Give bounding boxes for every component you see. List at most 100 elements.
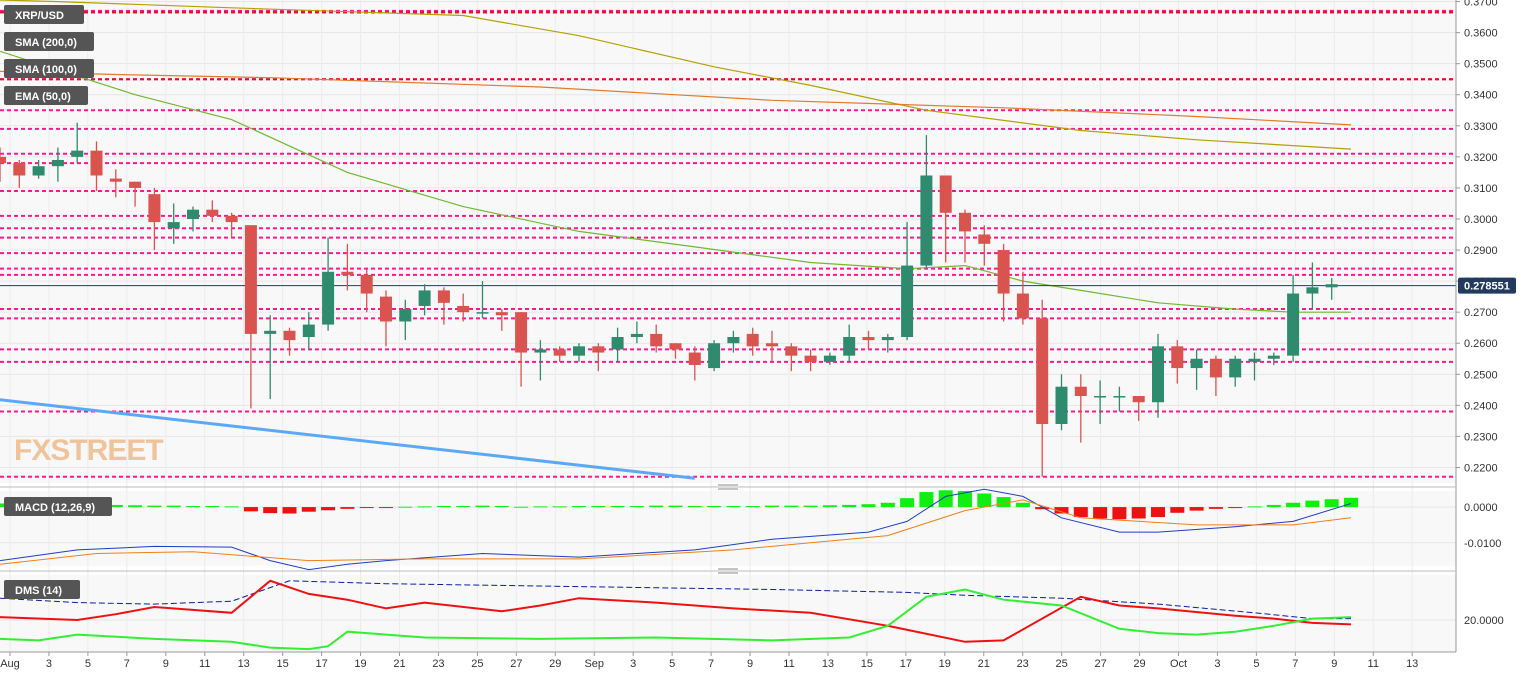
legend-sma200-text: SMA (200,0) bbox=[15, 37, 77, 49]
price-tick-label: 0.3100 bbox=[1464, 183, 1498, 195]
macd-hist-negative bbox=[1112, 507, 1127, 520]
macd-hist-positive bbox=[186, 506, 200, 508]
macd-hist-positive bbox=[494, 506, 509, 508]
x-tick-label: 5 bbox=[1253, 658, 1259, 670]
x-tick-label: 29 bbox=[1133, 658, 1145, 670]
legend-macd: MACD (12,26,9) bbox=[4, 497, 112, 516]
x-tick-label: 9 bbox=[747, 658, 753, 670]
x-tick-label: 21 bbox=[978, 658, 990, 670]
price-tick-label: 0.3200 bbox=[1464, 152, 1498, 164]
trendline bbox=[0, 398, 695, 480]
candle-bear bbox=[688, 352, 701, 365]
candle-bull bbox=[1113, 396, 1126, 398]
x-tick-label: 13 bbox=[1406, 658, 1418, 670]
x-tick-label: 15 bbox=[277, 658, 289, 670]
watermark: FXSTREET bbox=[14, 434, 163, 467]
x-tick-label: 15 bbox=[861, 658, 873, 670]
macd-tick-label: -0.0100 bbox=[1464, 538, 1501, 550]
macd-hist-positive bbox=[668, 505, 683, 508]
macd-hist-positive bbox=[552, 506, 567, 508]
candle-bull bbox=[920, 175, 933, 266]
candle-bear bbox=[592, 346, 605, 353]
candle-bull bbox=[611, 337, 624, 350]
candle-bull bbox=[843, 337, 856, 356]
horizontal-levels bbox=[0, 9, 1456, 478]
macd-hist-positive bbox=[1344, 497, 1358, 508]
candle-bear bbox=[978, 234, 991, 244]
legend-sma200: SMA (200,0) bbox=[4, 32, 94, 51]
candle-bear bbox=[457, 305, 470, 313]
macd-hist-positive bbox=[514, 506, 529, 508]
macd-hist-positive bbox=[475, 505, 490, 508]
dms-series bbox=[0, 579, 1352, 651]
x-tick-label: 27 bbox=[510, 658, 522, 670]
macd-hist-positive bbox=[629, 506, 644, 508]
legend-symbol: XRP/USD bbox=[4, 5, 84, 24]
x-tick-label: 25 bbox=[471, 658, 483, 670]
macd-hist-positive bbox=[166, 505, 181, 508]
x-tick-label: 7 bbox=[1292, 658, 1298, 670]
adx-line bbox=[0, 580, 1351, 620]
legend-dms-bg bbox=[4, 580, 80, 599]
macd-hist-positive bbox=[1324, 499, 1339, 508]
price-tick-label: 0.2400 bbox=[1464, 400, 1498, 412]
candle-bear bbox=[997, 250, 1010, 294]
macd-hist-positive bbox=[1247, 506, 1262, 508]
current-price-bg bbox=[1458, 277, 1516, 294]
macd-hist-negative bbox=[1170, 507, 1185, 513]
current-price-tag: 0.278551 bbox=[1458, 277, 1516, 294]
legend-macd-text: MACD (12,26,9) bbox=[15, 502, 95, 514]
x-tick-label: 13 bbox=[822, 658, 834, 670]
x-tick-label: 5 bbox=[669, 658, 675, 670]
candle-bear bbox=[939, 175, 952, 213]
legend-ema50: EMA (50,0) bbox=[4, 86, 88, 105]
current-price-label: 0.278551 bbox=[1464, 281, 1510, 293]
macd-hist-negative bbox=[1035, 507, 1050, 510]
candle-bear bbox=[1036, 318, 1049, 424]
x-tick-label: 27 bbox=[1094, 658, 1106, 670]
macd-hist-positive bbox=[0, 503, 7, 508]
candle-bear bbox=[341, 271, 354, 275]
candle-bear bbox=[804, 355, 817, 362]
candle-bull bbox=[1267, 355, 1280, 359]
x-tick-label: 23 bbox=[1017, 658, 1029, 670]
x-tick-label: 3 bbox=[46, 658, 52, 670]
macd-hist-positive bbox=[803, 505, 818, 508]
macd-hist-negative bbox=[1189, 507, 1204, 511]
macd-hist-positive bbox=[880, 502, 895, 508]
price-tick-label: 0.3400 bbox=[1464, 90, 1498, 102]
moving-averages bbox=[0, 0, 1456, 480]
x-tick-label: 11 bbox=[783, 658, 794, 670]
candle-bull bbox=[476, 312, 489, 314]
macd-hist-positive bbox=[900, 498, 915, 508]
candle-bear bbox=[1132, 396, 1145, 403]
candle-bull bbox=[1306, 287, 1319, 294]
candle-bull bbox=[1287, 293, 1300, 356]
macd-signal-line bbox=[0, 499, 1352, 565]
candle-bull bbox=[727, 337, 740, 344]
macd-hist-positive bbox=[572, 506, 586, 508]
macd-hist-negative bbox=[379, 507, 393, 509]
macd-panel-bg bbox=[0, 491, 1456, 566]
candle-bear bbox=[553, 349, 566, 356]
macd-hist-positive bbox=[128, 505, 143, 508]
macd-hist-positive bbox=[784, 505, 799, 508]
macd-hist-positive bbox=[958, 491, 972, 508]
x-tick-label: 23 bbox=[432, 658, 444, 670]
axes: 0.3700 0.3600 0.3500 0.3400 0.3300 0.3200 0.31… bbox=[0, 0, 1504, 670]
candle-bear bbox=[225, 215, 238, 223]
macd-hist-negative bbox=[282, 507, 297, 514]
macd-hist-positive bbox=[765, 505, 779, 508]
x-tick-label: 3 bbox=[1214, 658, 1220, 670]
macd-hist-positive bbox=[398, 506, 413, 508]
macd-hist-negative bbox=[359, 507, 374, 509]
candle-bear bbox=[1016, 293, 1029, 319]
candle-bear bbox=[495, 312, 508, 316]
price-tick-label: 0.2600 bbox=[1464, 338, 1498, 350]
candle-bear bbox=[129, 181, 142, 188]
macd-hist-positive bbox=[919, 492, 934, 508]
macd-hist-positive bbox=[842, 504, 857, 508]
macd-tick-label: 0.0000 bbox=[1464, 502, 1498, 514]
price-tick-label: 0.2300 bbox=[1464, 431, 1498, 443]
